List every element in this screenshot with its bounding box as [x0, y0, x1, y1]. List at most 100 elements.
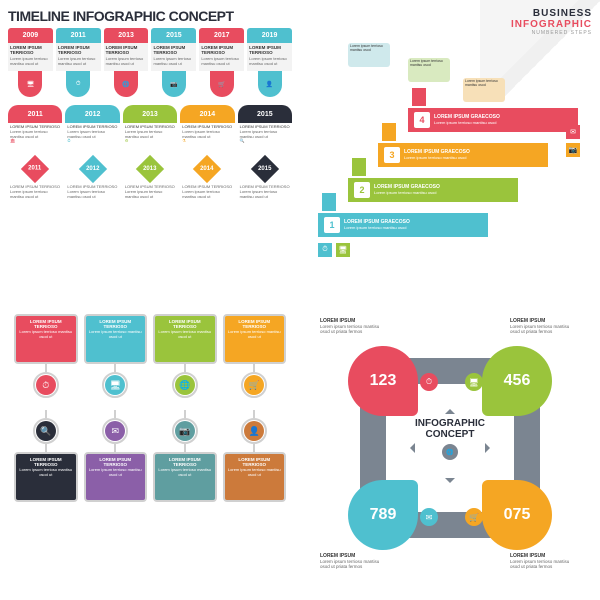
petal-icon: ✉ [105, 421, 125, 441]
quad-center: INFOGRAPHIC CONCEPT 🌐 [410, 418, 490, 464]
quad-text: LOREM IPSUMLorem ipsum terrioso mantisu … [320, 553, 390, 570]
quad-text: LOREM IPSUMLorem ipsum terrioso mantisu … [320, 318, 390, 335]
title-a: TIMELINE INFOGRAPHIC CONCEPT [8, 8, 292, 24]
quad-leaf: 075 [482, 480, 552, 550]
panel-petals: LOREM IPSUM TERRIOSOLorem ipsum terrioso… [0, 300, 300, 600]
arrow-icon [445, 404, 455, 414]
leaf-item: 2015 LOREM IPSUM TERRIOSOLorem ipsum ter… [238, 105, 292, 153]
year-diamond: 2013 [136, 155, 164, 183]
petal-item: LOREM IPSUM TERRIOSOLorem ipsum terrioso… [153, 314, 217, 398]
quad-mini-icon: 🖥 [465, 373, 483, 391]
quad-text: LOREM IPSUMLorem ipsum terrioso mantisu … [510, 553, 580, 570]
step-number: 2 [354, 182, 370, 198]
person-icon [412, 88, 426, 106]
petal-box: LOREM IPSUM TERRIOSOLorem ipsum terrioso… [14, 452, 78, 502]
year-leaf: 2015 [238, 105, 292, 123]
year-tab: 2011 [56, 28, 101, 43]
title-b: BUSINESS INFOGRAPHIC NUMBERED STEPS [511, 8, 592, 36]
timeline-item: 2017 LOREM IPSUM TERRIOSOLorem ipsum ter… [199, 28, 244, 97]
petal-circle: 🛒 [241, 372, 267, 398]
quad-leaf: 789 [348, 480, 418, 550]
petal-circle: 👤 [241, 418, 267, 444]
panel-quad: INFOGRAPHIC CONCEPT 🌐 123 LOREM IPSUMLor… [300, 300, 600, 600]
petal-circle: 🔍 [33, 418, 59, 444]
petal-circle: 🖥 [102, 372, 128, 398]
petal-circle: 🌐 [172, 372, 198, 398]
petal-circle: ✉ [102, 418, 128, 444]
panel-timeline: TIMELINE INFOGRAPHIC CONCEPT 2009 LOREM … [0, 0, 300, 300]
arrow-icon [445, 478, 455, 488]
leaf-item: 2014 LOREM IPSUM TERRIOSOLorem ipsum ter… [180, 105, 234, 153]
square-icon: ⏱ [318, 243, 332, 257]
square-icon: 📷 [566, 143, 580, 157]
petal-item: ✉ LOREM IPSUM TERRIOSOLorem ipsum terrios… [84, 410, 148, 502]
year-diamond: 2012 [78, 155, 106, 183]
drop-icon: 🖥 [18, 71, 42, 97]
step-bar: 3 LOREM IPSUM GRAECOSOLorem ipsum terrio… [378, 143, 548, 167]
petal-circle: ⏱ [33, 372, 59, 398]
petal-circle: 📷 [172, 418, 198, 444]
petal-icon: 🔍 [36, 421, 56, 441]
timeline-item: 2013 LOREM IPSUM TERRIOSOLorem ipsum ter… [104, 28, 149, 97]
diamond-item: 2015 LOREM IPSUM TERRIOSOLorem ipsum ter… [238, 159, 292, 211]
year-leaf: 2014 [180, 105, 234, 123]
timeline-item: 2015 LOREM IPSUM TERRIOSOLorem ipsum ter… [151, 28, 196, 97]
petal-icon: 🛒 [244, 375, 264, 395]
quad-mini-icon: ✉ [420, 508, 438, 526]
year-tab: 2019 [247, 28, 292, 43]
globe-icon: 🌐 [442, 444, 458, 460]
step-number: 1 [324, 217, 340, 233]
leaf-item: 2013 LOREM IPSUM TERRIOSOLorem ipsum ter… [123, 105, 177, 153]
person-icon [382, 123, 396, 141]
petal-item: 🔍 LOREM IPSUM TERRIOSOLorem ipsum terrios… [14, 410, 78, 502]
year-leaf: 2012 [65, 105, 119, 123]
petal-item: 👤LOREM IPSUM TERRIOSOLorem ipsum terrios… [223, 410, 287, 502]
petal-icon: 🖥 [105, 375, 125, 395]
drop-icon: ⏱ [66, 71, 90, 97]
petal-item: LOREM IPSUM TERRIOSOLorem ipsum terrioso… [84, 314, 148, 398]
diamond-item: 2014 LOREM IPSUM TERRIOSOLorem ipsum ter… [180, 159, 234, 211]
diamond-item: 2013 LOREM IPSUM TERRIOSOLorem ipsum ter… [123, 159, 177, 211]
drop-icon: 👤 [258, 71, 282, 97]
arrow-icon [405, 443, 415, 453]
petal-icon: 👤 [244, 421, 264, 441]
drop-icon: 🌐 [114, 71, 138, 97]
step-bar: 4 LOREM IPSUM GRAECOSOLorem ipsum terrio… [408, 108, 578, 132]
quad-leaf: 456 [482, 346, 552, 416]
arrow-icon [485, 443, 495, 453]
petal-icon: ⏱ [36, 375, 56, 395]
year-leaf: 2013 [123, 105, 177, 123]
person-icon [322, 193, 336, 211]
petal-item: 📷 LOREM IPSUM TERRIOSOLorem ipsum terrios… [153, 410, 217, 502]
petal-box: LOREM IPSUM TERRIOSOLorem ipsum terrioso… [153, 314, 217, 364]
petal-box: LOREM IPSUM TERRIOSOLorem ipsum terrioso… [14, 314, 78, 364]
speech-bubble: Lorem ipsum terrioso mantisu osod [348, 43, 390, 67]
panel-business: BUSINESS INFOGRAPHIC NUMBERED STEPS Lore… [300, 0, 600, 300]
petal-box: LOREM IPSUM TERRIOSOLorem ipsum terrioso… [153, 452, 217, 502]
year-diamond: 2015 [251, 155, 279, 183]
person-icon [352, 158, 366, 176]
quad-leaf: 123 [348, 346, 418, 416]
timeline-item: 2009 LOREM IPSUM TERRIOSOLorem ipsum ter… [8, 28, 53, 97]
leaf-item: 2012 LOREM IPSUM TERRIOSOLorem ipsum ter… [65, 105, 119, 153]
quad-mini-icon: ⏱ [420, 373, 438, 391]
year-tab: 2015 [151, 28, 196, 43]
year-tab: 2009 [8, 28, 53, 43]
year-diamond: 2011 [21, 155, 49, 183]
petal-box: LOREM IPSUM TERRIOSOLorem ipsum terrioso… [84, 314, 148, 364]
step-bar: 1 LOREM IPSUM GRAECOSOLorem ipsum terrio… [318, 213, 488, 237]
timeline-item: 2019 LOREM IPSUM TERRIOSOLorem ipsum ter… [247, 28, 292, 97]
leaf-item: 2011 LOREM IPSUM TERRIOSOLorem ipsum ter… [8, 105, 62, 153]
step-number: 4 [414, 112, 430, 128]
year-diamond: 2014 [193, 155, 221, 183]
year-leaf: 2011 [8, 105, 62, 123]
speech-bubble: Lorem ipsum terrioso mantisu osod [463, 78, 505, 102]
petal-icon: 📷 [175, 421, 195, 441]
petal-box: LOREM IPSUM TERRIOSOLorem ipsum terrioso… [84, 452, 148, 502]
square-icon: 🖥 [336, 243, 350, 257]
petal-box: LOREM IPSUM TERRIOSOLorem ipsum terrioso… [223, 314, 287, 364]
step-number: 3 [384, 147, 400, 163]
speech-bubble: Lorem ipsum terrioso mantisu osod [408, 58, 450, 82]
petal-item: LOREM IPSUM TERRIOSOLorem ipsum terrioso… [223, 314, 287, 398]
diamond-item: 2012 LOREM IPSUM TERRIOSOLorem ipsum ter… [65, 159, 119, 211]
